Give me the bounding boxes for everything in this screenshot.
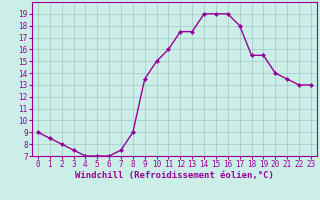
X-axis label: Windchill (Refroidissement éolien,°C): Windchill (Refroidissement éolien,°C) xyxy=(75,171,274,180)
